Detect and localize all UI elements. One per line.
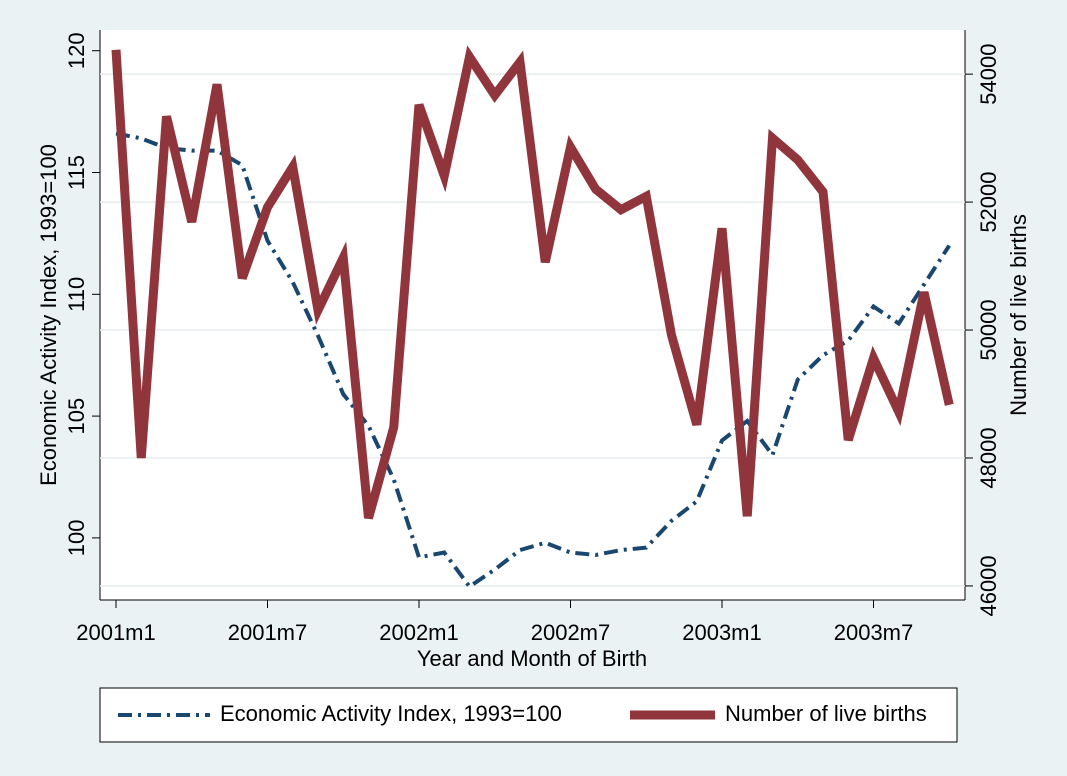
legend-label: Number of live births [725,701,927,726]
x-tick-label: 2001m1 [76,620,156,645]
y-tick-label: 105 [64,398,89,435]
y2-tick-label: 54000 [976,44,1001,105]
y-tick-label: 115 [64,155,89,190]
legend-label: Economic Activity Index, 1993=100 [220,701,562,726]
y2-tick-label: 50000 [976,299,1001,360]
x-tick-label: 2002m7 [531,620,611,645]
x-tick-label: 2001m7 [228,620,308,645]
y2-tick-label: 46000 [976,555,1001,616]
x-tick-label: 2003m7 [834,620,914,645]
y2-tick-label: 52000 [976,171,1001,232]
x-tick-label: 2002m1 [379,620,459,645]
y2-tick-label: 48000 [976,427,1001,488]
x-axis-title: Year and Month of Birth [417,646,647,671]
plot-area [100,30,965,600]
y2-axis-title: Number of live births [1006,214,1031,416]
legend [99,687,958,743]
y-tick-label: 110 [64,277,89,312]
x-tick-label: 2003m1 [682,620,762,645]
y-tick-label: 100 [64,520,89,557]
series-line [111,45,954,520]
y-tick-label: 120 [64,32,89,69]
y-axis-title: Economic Activity Index, 1993=100 [36,144,61,486]
series-line [115,131,951,590]
